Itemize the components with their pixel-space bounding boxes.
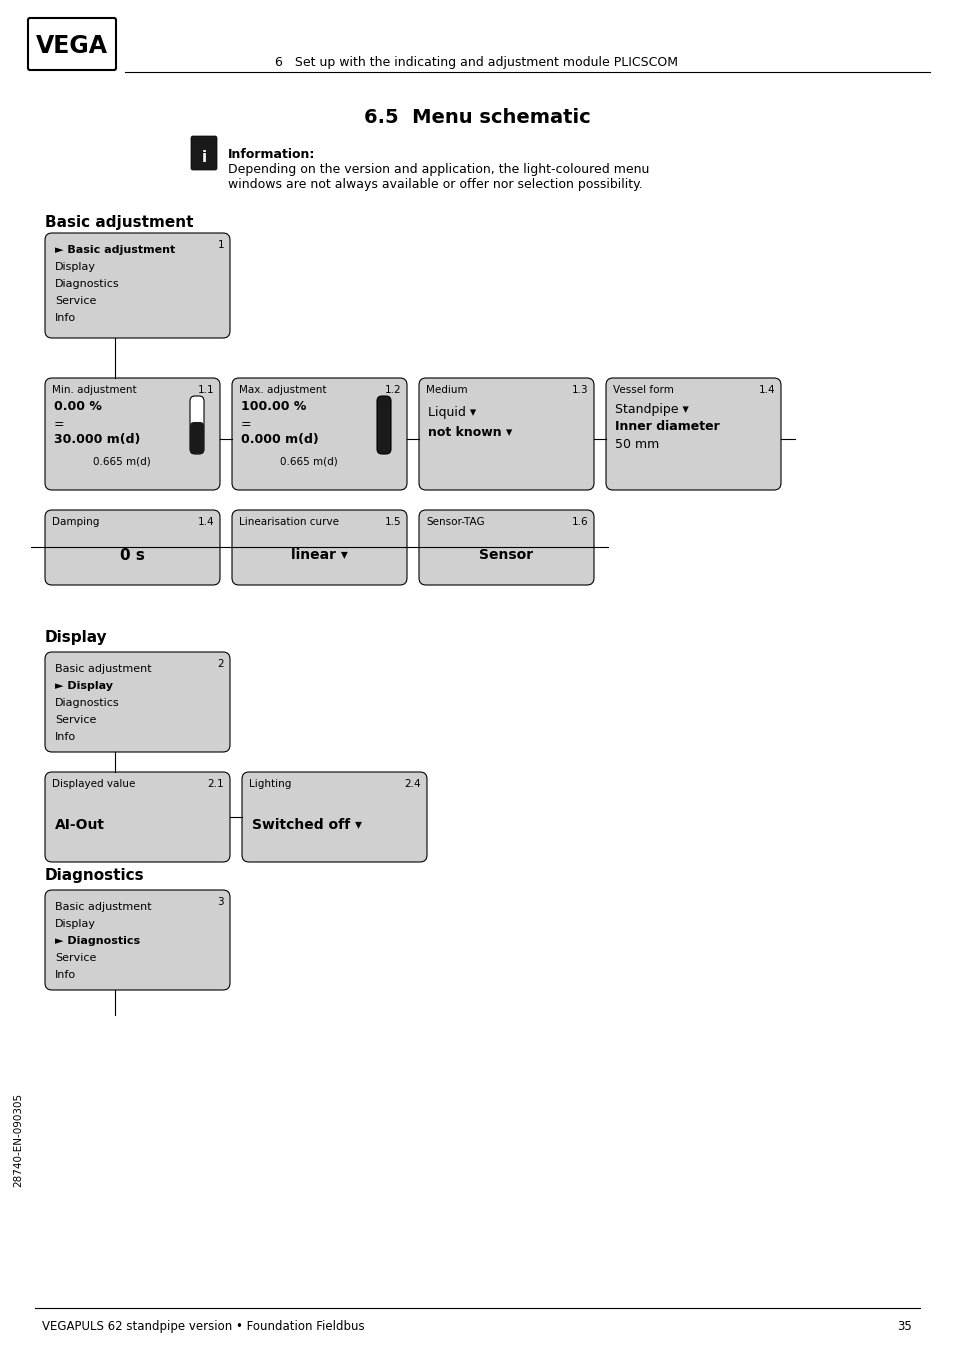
Text: 1: 1 [217,240,224,250]
FancyBboxPatch shape [45,772,230,862]
Text: Basic adjustment: Basic adjustment [55,663,152,674]
Text: Info: Info [55,313,76,324]
Text: Displayed value: Displayed value [52,779,135,789]
FancyBboxPatch shape [418,378,594,490]
Text: 0 s: 0 s [120,548,145,563]
Text: Vessel form: Vessel form [613,385,673,395]
Text: 35: 35 [897,1320,911,1332]
Text: VEGAPULS 62 standpipe version • Foundation Fieldbus: VEGAPULS 62 standpipe version • Foundati… [42,1320,364,1332]
Text: =: = [241,418,252,431]
Text: VEGA: VEGA [36,34,108,58]
Text: 0.665 m(d): 0.665 m(d) [280,456,337,466]
Text: 1.6: 1.6 [571,517,587,527]
Text: Diagnostics: Diagnostics [45,868,145,883]
FancyBboxPatch shape [376,395,391,454]
Text: AI-Out: AI-Out [55,818,105,831]
FancyBboxPatch shape [232,510,407,585]
Text: Sensor-TAG: Sensor-TAG [426,517,484,527]
Text: 0.00 %: 0.00 % [54,399,102,413]
Text: 2.1: 2.1 [207,779,224,789]
Text: Damping: Damping [52,517,99,527]
Text: =: = [54,418,65,431]
Text: 1.3: 1.3 [571,385,587,395]
Text: Info: Info [55,969,76,980]
FancyBboxPatch shape [45,378,220,490]
Text: ► Display: ► Display [55,681,112,691]
Text: 50 mm: 50 mm [615,437,659,451]
Text: Service: Service [55,953,96,963]
Text: ► Basic adjustment: ► Basic adjustment [55,245,175,255]
Text: 2: 2 [217,659,224,669]
Text: Display: Display [55,263,96,272]
Text: Display: Display [55,919,96,929]
FancyBboxPatch shape [45,890,230,990]
Text: not known ▾: not known ▾ [428,427,512,439]
Text: 1.4: 1.4 [197,517,213,527]
Text: Service: Service [55,715,96,724]
Text: 3: 3 [217,896,224,907]
Text: 1.5: 1.5 [384,517,400,527]
Text: 1.2: 1.2 [384,385,400,395]
Text: 6.5  Menu schematic: 6.5 Menu schematic [363,108,590,127]
Text: Sensor: Sensor [479,548,533,562]
Text: Inner diameter: Inner diameter [615,420,719,433]
Text: Switched off ▾: Switched off ▾ [252,818,361,831]
Text: ► Diagnostics: ► Diagnostics [55,936,140,946]
Text: Liquid ▾: Liquid ▾ [428,406,476,418]
Text: Linearisation curve: Linearisation curve [239,517,338,527]
FancyBboxPatch shape [190,395,204,454]
Text: i: i [201,150,207,165]
Text: 100.00 %: 100.00 % [241,399,306,413]
Text: 2.4: 2.4 [404,779,420,789]
Text: Diagnostics: Diagnostics [55,699,119,708]
FancyBboxPatch shape [232,378,407,490]
Text: Standpipe ▾: Standpipe ▾ [615,403,688,416]
Text: 1.1: 1.1 [197,385,213,395]
FancyBboxPatch shape [28,18,116,70]
Text: 0.000 m(d): 0.000 m(d) [241,433,318,445]
Text: Lighting: Lighting [249,779,291,789]
FancyBboxPatch shape [191,135,216,171]
Text: Service: Service [55,297,96,306]
Text: 6   Set up with the indicating and adjustment module PLICSCOM: 6 Set up with the indicating and adjustm… [275,56,678,69]
Text: Depending on the version and application, the light-coloured menu
windows are no: Depending on the version and application… [228,162,649,191]
Text: 0.665 m(d): 0.665 m(d) [92,456,151,466]
Text: Basic adjustment: Basic adjustment [55,902,152,913]
Text: Basic adjustment: Basic adjustment [45,215,193,230]
Text: 30.000 m(d): 30.000 m(d) [54,433,140,445]
Text: Info: Info [55,733,76,742]
Text: Min. adjustment: Min. adjustment [52,385,136,395]
FancyBboxPatch shape [45,653,230,751]
Text: Diagnostics: Diagnostics [55,279,119,288]
Text: Medium: Medium [426,385,467,395]
FancyBboxPatch shape [45,233,230,338]
Text: Display: Display [45,630,108,645]
FancyBboxPatch shape [45,510,220,585]
FancyBboxPatch shape [605,378,781,490]
FancyBboxPatch shape [242,772,427,862]
Text: Information:: Information: [228,148,315,161]
Text: 1.4: 1.4 [758,385,774,395]
FancyBboxPatch shape [418,510,594,585]
Text: Max. adjustment: Max. adjustment [239,385,326,395]
FancyBboxPatch shape [190,422,204,454]
Text: 28740-EN-090305: 28740-EN-090305 [13,1093,23,1187]
Text: linear ▾: linear ▾ [291,548,348,562]
